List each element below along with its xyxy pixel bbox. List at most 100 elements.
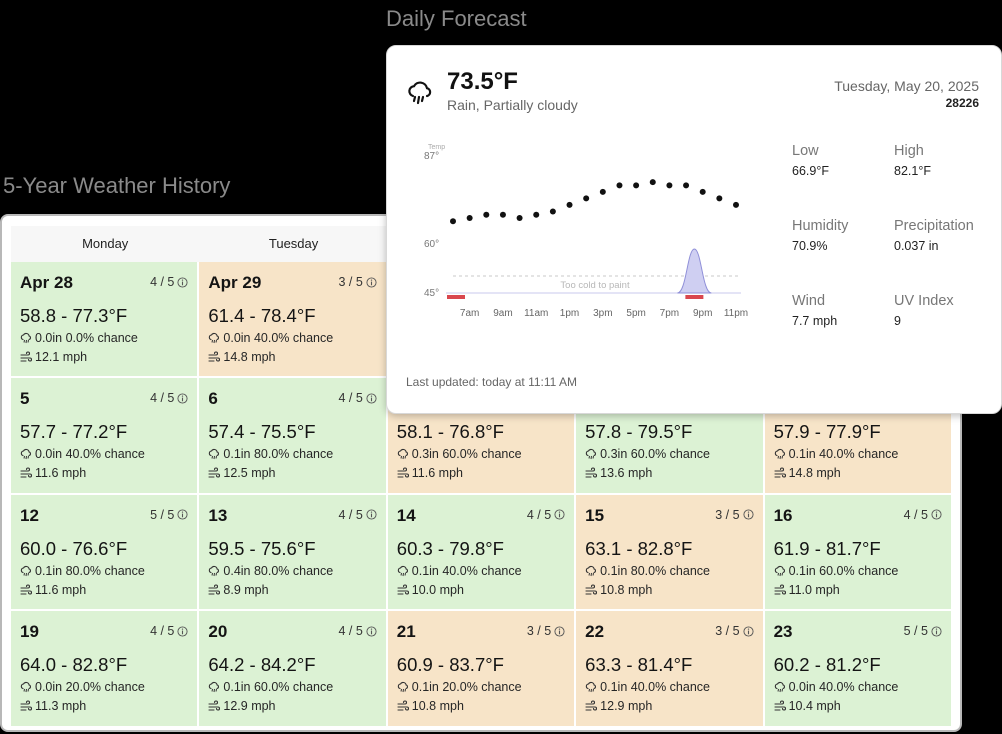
info-icon[interactable] xyxy=(366,626,377,637)
precip-text: 0.0in 40.0% chance xyxy=(35,447,145,462)
day-label: 12 xyxy=(20,505,39,525)
rain-cloud-icon xyxy=(209,682,220,693)
precip-text: 0.1in 20.0% chance xyxy=(411,680,522,695)
day-cell[interactable]: 12 5 / 5 60.0 - 76.6°F 0.1in 80.0% chance 11… xyxy=(11,494,198,610)
rating: 3 / 5 xyxy=(338,275,377,289)
day-cell[interactable]: 19 4 / 5 64.0 - 82.8°F 0.0in 20.0% chance 11… xyxy=(11,611,198,726)
temp-point xyxy=(633,182,640,189)
info-icon[interactable] xyxy=(177,509,188,520)
wind-text: 11.6 mph xyxy=(35,582,87,597)
x-tick-label: 9pm xyxy=(693,308,712,319)
info-icon[interactable] xyxy=(177,276,188,288)
wind: 12.9 mph xyxy=(585,699,652,713)
rating: 4 / 5 xyxy=(150,275,188,289)
info-icon[interactable] xyxy=(743,509,754,520)
stat-wind-label: Wind xyxy=(792,293,826,309)
temp-range: 63.3 - 81.4°F xyxy=(585,654,693,676)
forecast-date: Tuesday, May 20, 2025 xyxy=(834,78,979,94)
day-cell[interactable]: Apr 29 3 / 5 61.4 - 78.4°F 0.0in 40.0% chan… xyxy=(199,262,386,377)
x-tick-label: 7pm xyxy=(660,308,679,319)
info-icon[interactable] xyxy=(177,626,188,637)
temp-range: 64.2 - 84.2°F xyxy=(208,654,316,676)
day-cell[interactable]: 22 3 / 5 63.3 - 81.4°F 0.1in 40.0% chance 12… xyxy=(576,611,763,726)
precip-text: 0.0in 40.0% chance xyxy=(223,331,334,345)
temp-range: 60.9 - 83.7°F xyxy=(396,654,504,676)
wind-text: 11.0 mph xyxy=(788,582,840,597)
info-icon[interactable] xyxy=(931,626,942,637)
precipitation: 0.3in 60.0% chance xyxy=(585,447,710,461)
info-icon[interactable] xyxy=(554,509,565,520)
x-tick-label: 5pm xyxy=(626,308,645,319)
precipitation: 0.0in 40.0% chance xyxy=(20,447,145,461)
info-icon[interactable] xyxy=(743,626,754,637)
y-tick-label: 45° xyxy=(424,288,439,299)
temp-point xyxy=(733,201,739,208)
rating-value: 5 / 5 xyxy=(903,624,928,639)
rain-cloud-icon xyxy=(20,565,31,576)
day-cell[interactable]: 21 3 / 5 60.9 - 83.7°F 0.1in 20.0% chance 10… xyxy=(387,611,575,726)
weekday-monday: Monday xyxy=(82,236,129,251)
precip-text: 0.1in 40.0% chance xyxy=(411,563,522,578)
precipitation: 0.1in 60.0% chance xyxy=(774,563,899,578)
rain-cloud-icon xyxy=(397,449,408,460)
precipitation: 0.0in 40.0% chance xyxy=(774,680,898,694)
day-cell[interactable]: 15 3 / 5 63.1 - 82.8°F 0.1in 80.0% chance 10… xyxy=(576,494,763,610)
precipitation: 0.1in 40.0% chance xyxy=(774,447,899,462)
x-tick-label: 1pm xyxy=(560,308,579,319)
rain-cloud-icon xyxy=(20,682,31,693)
rain-cloud-icon xyxy=(209,449,220,460)
day-cell[interactable]: 14 4 / 5 60.3 - 79.8°F 0.1in 40.0% chance 10… xyxy=(387,494,575,610)
info-icon[interactable] xyxy=(366,276,377,288)
rain-cloud-icon xyxy=(397,565,408,576)
forecast-temp: 73.5°F xyxy=(447,68,518,95)
wind: 12.9 mph xyxy=(208,699,276,713)
info-icon[interactable] xyxy=(366,393,377,404)
rating: 4 / 5 xyxy=(904,508,942,522)
temp-point xyxy=(533,211,540,218)
info-icon[interactable] xyxy=(554,626,565,637)
day-cell[interactable]: 13 4 / 5 59.5 - 75.6°F 0.4in 80.0% chance 8.… xyxy=(199,494,386,610)
rain-cloud-icon xyxy=(408,81,432,105)
day-cell[interactable]: 6 4 / 5 57.4 - 75.5°F 0.1in 80.0% chance 12.… xyxy=(199,378,386,493)
weekday-tuesday: Tuesday xyxy=(268,236,319,251)
day-label: 20 xyxy=(208,622,228,642)
x-tick-label: 3pm xyxy=(593,308,612,319)
precip-text: 0.1in 60.0% chance xyxy=(788,563,899,578)
day-cell[interactable]: 20 4 / 5 64.2 - 84.2°F 0.1in 60.0% chance 12… xyxy=(199,611,386,726)
temp-point xyxy=(450,218,456,225)
day-label: 6 xyxy=(208,389,218,409)
day-label: 23 xyxy=(773,622,793,642)
day-cell[interactable]: Apr 28 4 / 5 58.8 - 77.3°F 0.0in 0.0% chanc… xyxy=(11,262,198,377)
temp-point xyxy=(599,188,606,195)
stat-humidity: Humidity 70.9% xyxy=(792,218,848,253)
precipitation: 0.1in 40.0% chance xyxy=(585,680,710,694)
day-cell[interactable]: 23 5 / 5 60.2 - 81.2°F 0.0in 40.0% chance 10… xyxy=(764,611,951,726)
temp-point xyxy=(516,214,523,221)
day-cell[interactable]: 5 4 / 5 57.7 - 77.2°F 0.0in 40.0% chance 11.… xyxy=(11,378,198,493)
precip-text: 0.1in 40.0% chance xyxy=(788,447,899,462)
wind-text: 10.8 mph xyxy=(411,699,464,714)
temp-point xyxy=(466,214,473,221)
wind-text: 10.8 mph xyxy=(600,582,653,597)
precip-text: 0.1in 40.0% chance xyxy=(600,680,710,695)
y-axis-label: Temp xyxy=(428,144,445,151)
day-label: Apr 29 xyxy=(208,273,262,292)
day-cell[interactable]: 16 4 / 5 61.9 - 81.7°F 0.1in 60.0% chance 11… xyxy=(764,494,951,610)
stat-low-label: Low xyxy=(792,143,819,159)
info-icon[interactable] xyxy=(177,393,188,404)
temp-point xyxy=(666,182,673,189)
day-label: 13 xyxy=(208,505,228,525)
day-label: 14 xyxy=(396,505,416,525)
wind-icon xyxy=(585,700,598,711)
wind: 11.6 mph xyxy=(20,466,86,480)
info-icon[interactable] xyxy=(366,509,377,520)
rain-cloud-icon xyxy=(20,449,31,460)
temp-point xyxy=(683,182,690,189)
info-icon[interactable] xyxy=(931,509,942,520)
stat-high: High 82.1°F xyxy=(894,143,931,178)
wind: 14.8 mph xyxy=(208,350,276,364)
precip-text: 0.1in 80.0% chance xyxy=(223,447,334,462)
precipitation: 0.1in 40.0% chance xyxy=(397,564,522,578)
wind-text: 10.0 mph xyxy=(411,582,464,597)
precip-text: 0.3in 60.0% chance xyxy=(600,447,710,462)
